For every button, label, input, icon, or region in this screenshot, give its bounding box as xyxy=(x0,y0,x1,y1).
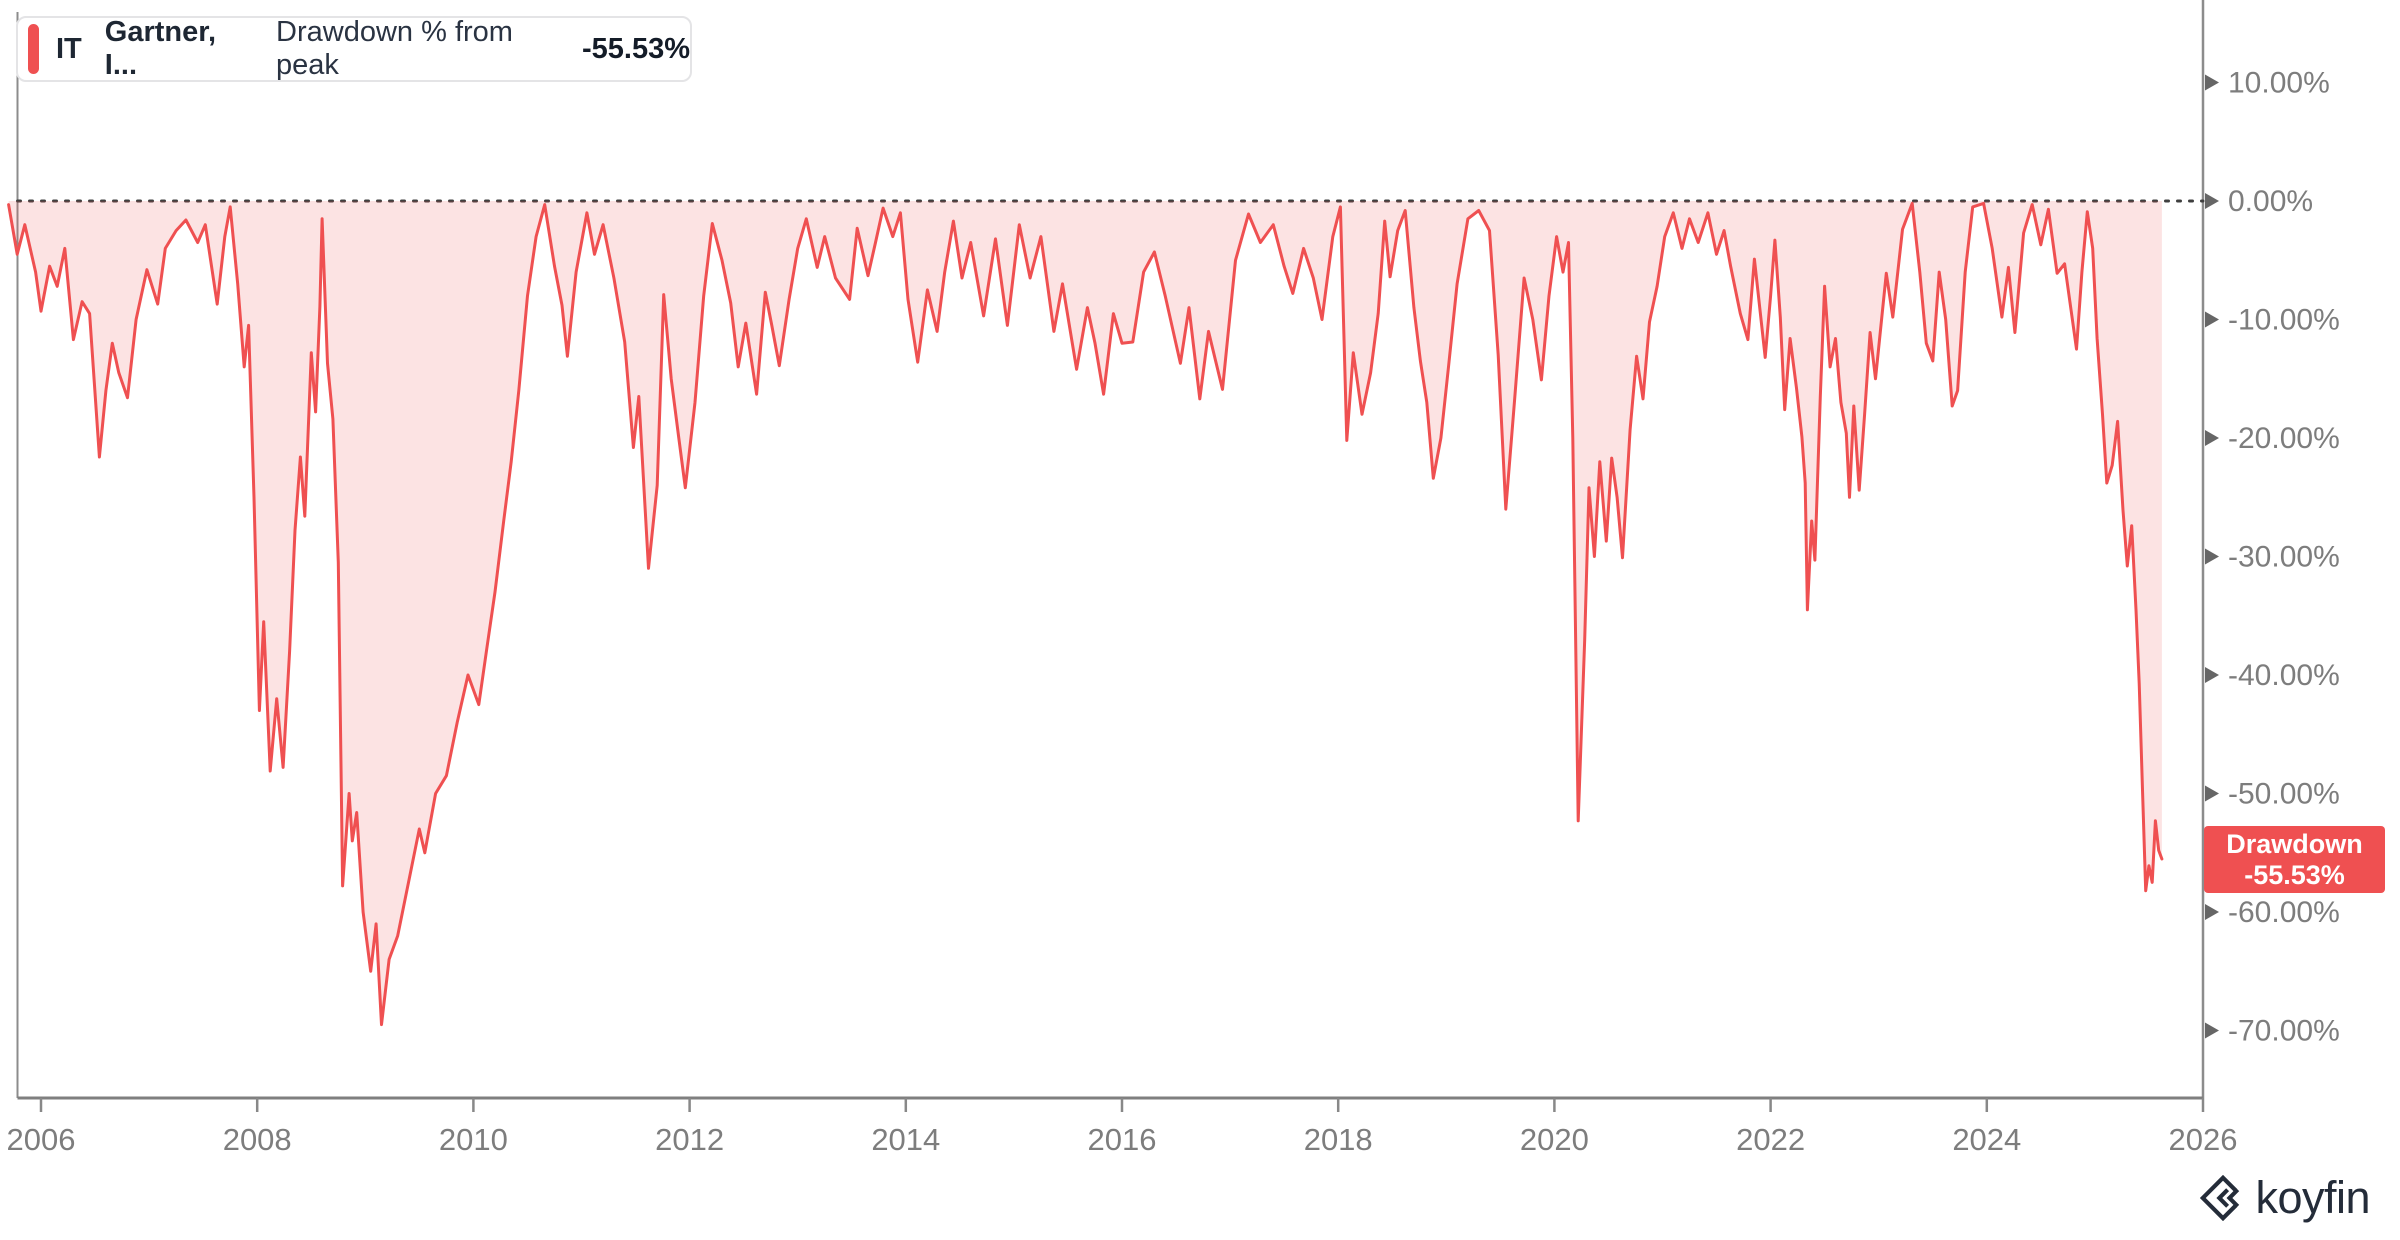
y-tick-arrow-icon xyxy=(2205,548,2219,565)
y-tick-arrow-icon xyxy=(2205,785,2219,802)
legend-ticker: IT xyxy=(56,32,82,65)
x-tick-label: 2010 xyxy=(439,1122,508,1157)
y-tick-label: 0.00% xyxy=(2228,185,2313,218)
legend-box[interactable]: IT Gartner, I... Drawdown % from peak -5… xyxy=(16,16,692,82)
x-tick-label: 2008 xyxy=(223,1122,292,1157)
drawdown-line xyxy=(7,201,2164,1027)
y-tick-label: -60.00% xyxy=(2228,896,2340,929)
koyfin-watermark: koyfin xyxy=(2200,1172,2370,1224)
y-tick-label: -40.00% xyxy=(2228,659,2340,692)
axis-ticks: 10.00% 0.00% -10.00% -20.00% -30.00% -40.00% -… xyxy=(7,67,2340,1158)
y-tick-arrow-icon xyxy=(2205,193,2219,209)
y-tick-label: -50.00% xyxy=(2228,778,2340,811)
x-tick-label: 2018 xyxy=(1304,1122,1373,1157)
x-tick-label: 2022 xyxy=(1736,1122,1805,1157)
axes xyxy=(16,0,2205,1100)
y-tick-label: -10.00% xyxy=(2228,304,2340,337)
legend-metric-label: Drawdown % from peak xyxy=(276,16,513,81)
koyfin-logo-icon xyxy=(2200,1175,2240,1221)
last-value-badge: Drawdown -55.53% xyxy=(2204,826,2385,893)
y-tick-arrow-icon xyxy=(2205,904,2219,920)
y-tick-arrow-icon xyxy=(2205,1022,2219,1039)
legend-security-name: Gartner, I... xyxy=(104,16,216,81)
x-tick-label: 2006 xyxy=(7,1122,76,1157)
x-tick-label: 2016 xyxy=(1088,1122,1157,1157)
badge-metric-label: Drawdown xyxy=(2226,828,2363,859)
y-tick-label: -30.00% xyxy=(2228,541,2340,574)
series-color-pill xyxy=(28,24,39,74)
drawdown-area-fill xyxy=(8,201,2162,1025)
x-tick-label: 2014 xyxy=(871,1122,940,1157)
y-tick-arrow-icon xyxy=(2205,311,2219,328)
y-tick-arrow-icon xyxy=(2205,430,2219,446)
drawdown-series xyxy=(7,201,2164,1027)
badge-value: -55.53% xyxy=(2244,859,2345,890)
x-tick-label: 2020 xyxy=(1520,1122,1589,1157)
koyfin-wordmark: koyfin xyxy=(2255,1172,2370,1223)
x-tick-label: 2012 xyxy=(655,1122,724,1157)
y-tick-arrow-icon xyxy=(2205,74,2219,91)
y-tick-arrow-icon xyxy=(2205,667,2219,683)
y-tick-label: -20.00% xyxy=(2228,422,2340,455)
y-tick-label: -70.00% xyxy=(2228,1015,2340,1048)
legend-current-value: -55.53% xyxy=(581,32,690,65)
x-tick-label: 2024 xyxy=(1952,1122,2021,1157)
y-tick-label: 10.00% xyxy=(2228,67,2330,100)
x-tick-label: 2026 xyxy=(2169,1122,2238,1157)
